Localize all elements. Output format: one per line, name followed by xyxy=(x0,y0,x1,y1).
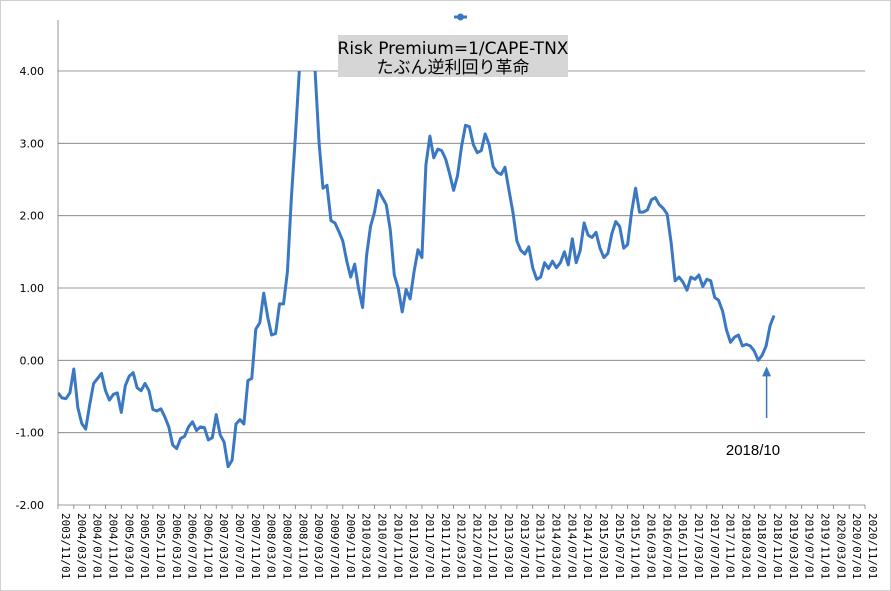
x-tick-label: 2017/11/01 xyxy=(724,513,737,579)
series-line xyxy=(58,71,776,469)
y-tick-label: 2.00 xyxy=(20,210,45,223)
x-tick-label: 2013/07/01 xyxy=(518,513,531,579)
x-tick-label: 2013/03/01 xyxy=(502,513,515,579)
x-tick-label: 2007/07/01 xyxy=(233,513,246,579)
x-tick-label: 2014/03/01 xyxy=(550,513,563,579)
x-tick-label: 2019/11/01 xyxy=(819,513,832,579)
x-tick-label: 2020/03/01 xyxy=(834,513,847,579)
y-tick-label: 1.00 xyxy=(20,282,45,295)
x-tick-label: 2017/03/01 xyxy=(692,513,705,579)
x-tick-label: 2018/03/01 xyxy=(739,513,752,579)
annotation-label: 2018/10 xyxy=(726,442,780,459)
x-tick-label: 2014/07/01 xyxy=(565,513,578,579)
x-tick-label: 2010/07/01 xyxy=(375,513,388,579)
grid-layer xyxy=(57,20,865,506)
y-tick-label: 4.00 xyxy=(20,65,45,78)
x-tick-label: 2014/11/01 xyxy=(581,513,594,579)
x-tick-label: 2007/03/01 xyxy=(217,513,230,579)
x-tick-label: 2005/11/01 xyxy=(154,513,167,579)
y-tick-label: -2.00 xyxy=(16,499,44,512)
x-tick-label: 2008/11/01 xyxy=(296,513,309,579)
annotation-arrow-head-icon xyxy=(762,366,772,377)
x-tick-label: 2006/11/01 xyxy=(201,513,214,579)
x-tick-label: 2004/11/01 xyxy=(106,513,119,579)
x-tick-label: 2015/11/01 xyxy=(629,513,642,579)
x-tick-label: 2012/07/01 xyxy=(470,513,483,579)
legend xyxy=(454,13,467,21)
x-tick-label: 2010/03/01 xyxy=(360,513,373,579)
x-tick-label: 2005/03/01 xyxy=(122,513,135,579)
x-tick-label: 2011/03/01 xyxy=(407,513,420,579)
x-tick-label: 2005/07/01 xyxy=(138,513,151,579)
x-tick-label: 2008/07/01 xyxy=(281,513,294,579)
x-tick-label: 2016/07/01 xyxy=(660,513,673,579)
annotation: 2018/10 xyxy=(726,366,780,459)
x-tick-label: 2010/11/01 xyxy=(391,513,404,579)
x-tick-label: 2016/03/01 xyxy=(644,513,657,579)
x-tick-label: 2012/11/01 xyxy=(486,513,499,579)
x-tick-label: 2015/03/01 xyxy=(597,513,610,579)
x-tick-label: 2004/07/01 xyxy=(91,513,104,579)
y-tick-label: -1.00 xyxy=(16,427,44,440)
x-tick-label: 2019/03/01 xyxy=(787,513,800,579)
x-tick-label: 2018/11/01 xyxy=(771,513,784,579)
x-tick-label: 2016/11/01 xyxy=(676,513,689,579)
x-axis-ticks: 2003/11/01 2004/03/01 2004/07/01 2004/11/01… xyxy=(57,505,879,579)
x-tick-label: 2017/07/01 xyxy=(708,513,721,579)
y-axis-ticks: 4.00 3.00 2.00 1.00 0.00 -1.00 -2.00 xyxy=(16,65,44,512)
x-tick-label: 2007/11/01 xyxy=(249,513,262,579)
x-tick-label: 2020/11/01 xyxy=(866,513,879,579)
x-tick-label: 2006/07/01 xyxy=(186,513,199,579)
x-tick-label: 2003/11/01 xyxy=(59,513,72,579)
x-tick-label: 2013/11/01 xyxy=(534,513,547,579)
series-layer xyxy=(58,71,776,469)
x-tick-label: 2020/07/01 xyxy=(850,513,863,579)
x-tick-label: 2012/03/01 xyxy=(455,513,468,579)
x-tick-label: 2009/11/01 xyxy=(344,513,357,579)
y-tick-label: 3.00 xyxy=(20,137,45,150)
title-box: Risk Premium=1/CAPE-TNX たぶん逆利回り革命 xyxy=(338,35,569,78)
chart-title: Risk Premium=1/CAPE-TNX xyxy=(338,39,569,59)
y-tick-label: 0.00 xyxy=(20,354,45,367)
x-tick-label: 2004/03/01 xyxy=(75,513,88,579)
x-tick-label: 2011/11/01 xyxy=(439,513,452,579)
x-tick-label: 2019/07/01 xyxy=(803,513,816,579)
legend-marker-icon xyxy=(457,13,464,21)
x-tick-label: 2008/03/01 xyxy=(265,513,278,579)
x-tick-label: 2011/07/01 xyxy=(423,513,436,579)
x-tick-label: 2009/03/01 xyxy=(312,513,325,579)
chart-subtitle: たぶん逆利回り革命 xyxy=(377,58,530,78)
x-tick-label: 2018/07/01 xyxy=(755,513,768,579)
title-background xyxy=(338,35,568,77)
x-tick-label: 2006/03/01 xyxy=(170,513,183,579)
x-tick-label: 2015/07/01 xyxy=(613,513,626,579)
x-tick-label: 2009/07/01 xyxy=(328,513,341,579)
